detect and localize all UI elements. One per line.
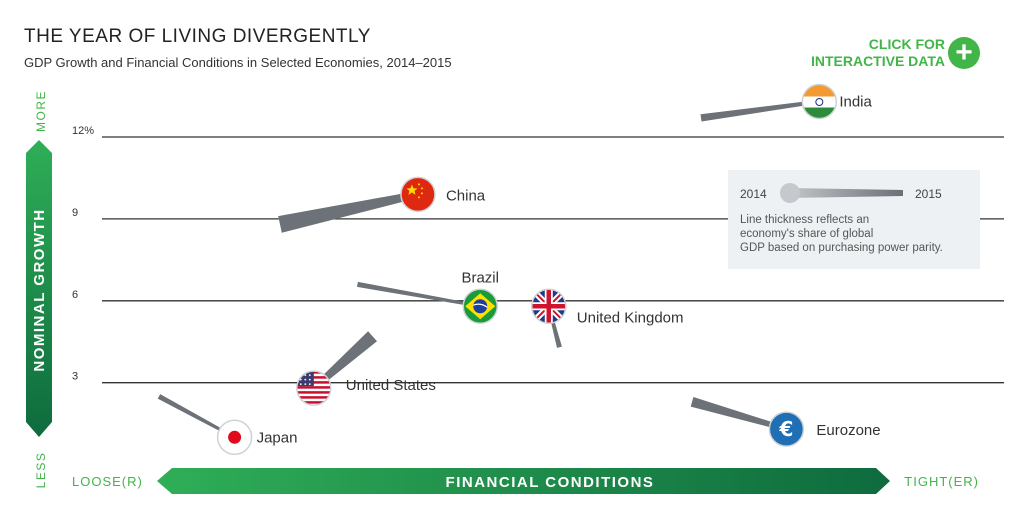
legend: 2014 2015 Line thickness reflects an econ… (728, 170, 980, 269)
legend-start-label: 2014 (740, 187, 767, 201)
trail-india (700, 99, 820, 122)
legend-trail (789, 188, 903, 198)
x-axis-label: FINANCIAL CONDITIONS (446, 474, 655, 491)
chart-title: THE YEAR OF LIVING DIVERGENTLY (24, 26, 371, 47)
legend-start-marker (780, 183, 800, 203)
trail-china (278, 190, 419, 233)
svg-text:€: € (778, 417, 793, 441)
x-axis-loose-label: LOOSE(R) (72, 474, 143, 489)
plus-icon[interactable]: + (948, 37, 980, 69)
y-tick-label: 12% (72, 125, 94, 137)
y-tick-label: 3 (72, 371, 78, 383)
chart-subtitle: GDP Growth and Financial Conditions in S… (24, 55, 452, 70)
trails (157, 99, 820, 439)
trail-eurozone (690, 397, 787, 432)
legend-note: Line thickness reflects an economy's shar… (740, 214, 943, 254)
label-eurozone: Eurozone (816, 422, 880, 439)
markers: India China Brazil United Kingdom United Sta… (216, 83, 881, 456)
cta-line-2: INTERACTIVE DATA (810, 53, 945, 69)
trail-brazil (357, 281, 481, 308)
legend-end-label: 2015 (915, 187, 942, 201)
y-tick-label: 9 (72, 207, 78, 219)
x-axis-tight-label: TIGHT(ER) (904, 474, 979, 489)
trail-united-states (311, 331, 377, 391)
label-japan: Japan (257, 429, 298, 446)
interactive-data-link[interactable]: CLICK FOR INTERACTIVE DATA (800, 36, 945, 70)
y-axis-arrow (26, 140, 52, 437)
uk-flag (531, 288, 567, 325)
label-china: China (446, 187, 486, 204)
y-tick-label: 6 (72, 289, 78, 301)
label-india: India (839, 94, 872, 111)
y-axis-more-label: MORE (34, 90, 48, 132)
x-axis-arrow (157, 468, 890, 494)
y-axis-label: NOMINAL GROWTH (31, 208, 48, 371)
brazil-flag (462, 288, 498, 325)
label-brazil: Brazil (461, 269, 499, 286)
label-united-kingdom: United Kingdom (577, 309, 684, 326)
india-flag (801, 83, 838, 120)
china-flag (400, 176, 436, 213)
legend-box (728, 170, 980, 269)
trail-japan (157, 394, 236, 439)
cta-line-1: CLICK FOR (868, 36, 945, 52)
japan-flag (216, 419, 253, 456)
us-flag (296, 370, 332, 406)
label-united-states: United States (346, 377, 436, 394)
euro-icon: € (768, 411, 805, 447)
y-axis-less-label: LESS (34, 452, 48, 489)
